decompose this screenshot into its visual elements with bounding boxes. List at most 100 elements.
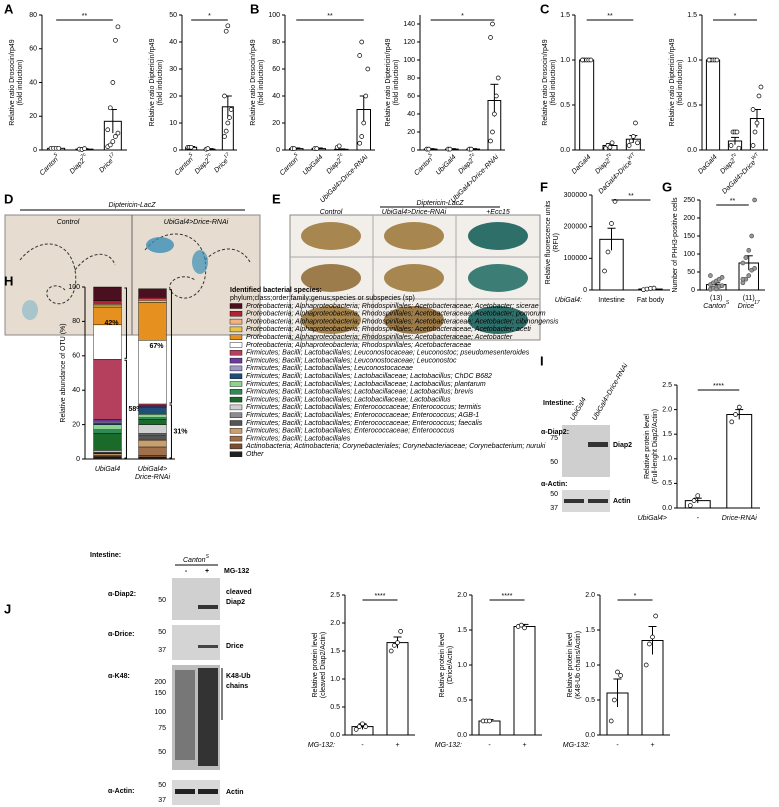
x-tick-label: Diap27c — [455, 152, 479, 176]
category: UbiGal4 — [302, 154, 325, 177]
label: 150 — [154, 690, 166, 697]
significance: **** — [713, 383, 724, 390]
label: 50 — [158, 629, 166, 636]
y-axis-label: Relative protein level — [439, 632, 446, 697]
significance: **** — [502, 593, 513, 600]
x-tick-label: Drice17 — [211, 152, 233, 174]
data-point — [750, 107, 756, 112]
data-point — [729, 419, 735, 425]
x-prefix: MG-132: — [308, 742, 335, 749]
y-tick-label: 50 — [169, 12, 177, 19]
significance: * — [208, 13, 211, 20]
legend-swatch — [229, 443, 243, 450]
y-tick-label: 0.5 — [560, 102, 570, 109]
legend-swatch — [229, 435, 243, 442]
category: - — [488, 742, 491, 749]
stack-segment — [138, 403, 167, 406]
y-tick-label: 0.5 — [330, 704, 340, 711]
data-point — [488, 35, 493, 40]
legend-swatch — [229, 357, 243, 364]
stack-segment — [93, 304, 122, 307]
data-point — [650, 634, 655, 640]
genotype-sup: S — [206, 554, 210, 560]
legend-swatch — [229, 318, 243, 325]
label: chains — [226, 683, 248, 690]
label: 100 — [154, 709, 166, 716]
x-tick-label: CantonS — [277, 152, 303, 178]
label: - — [185, 568, 188, 575]
x-prefix: UbiGal4> — [638, 515, 667, 522]
legend-label: Firmicutes; Bacilli; Lactobacillales; Le… — [246, 365, 413, 372]
x-tick-label: UbiGal4> — [138, 466, 167, 473]
category: Drice-RNAi — [722, 515, 757, 522]
data-point — [752, 197, 757, 203]
category: UbiGal4>Drice-RNAi — [319, 153, 370, 204]
y-tick-label: 2.0 — [457, 592, 467, 599]
data-point — [719, 275, 725, 280]
label: Actin — [226, 789, 244, 796]
y-tick-label: 150 — [683, 233, 695, 240]
y-tick-label: 0 — [76, 456, 80, 463]
x-tick-label: UbiGal4 — [302, 154, 325, 177]
y-tick-label: 300000 — [564, 192, 587, 199]
data-point — [392, 643, 397, 648]
data-point — [113, 37, 118, 43]
data-point — [398, 629, 403, 634]
y-axis-label: Relative ratio Drosocin/rp49 — [542, 39, 549, 125]
y-tick-label: 0.0 — [687, 147, 697, 154]
category: - — [616, 742, 619, 749]
y-axis-label: Relative ratio Diptericin/rp49 — [385, 38, 392, 126]
y-tick-label: 20 — [169, 93, 177, 100]
genotype-name: Canton — [183, 557, 206, 564]
data-point — [746, 248, 752, 253]
y-tick-label: 0.0 — [330, 732, 340, 739]
legend-swatch — [229, 404, 243, 411]
legend-subheader: phylum;class;order;family;genus;species … — [230, 295, 415, 302]
panel-letter: G — [662, 179, 672, 194]
y-tick-label: 0.5 — [457, 697, 467, 704]
category: Diap2 — [69, 157, 87, 175]
data-point — [758, 84, 764, 90]
stack-segment — [138, 414, 167, 418]
label: 37 — [158, 797, 166, 804]
stack-segment — [138, 446, 167, 456]
panel-letter: D — [4, 191, 13, 206]
data-point — [291, 146, 297, 151]
category-sup: S — [188, 152, 195, 159]
label: α-Drice: — [108, 631, 134, 638]
y-tick-label: 60 — [272, 66, 280, 73]
stack-segment — [138, 455, 167, 458]
label: Intestine: — [90, 552, 121, 559]
label: 37 — [550, 505, 558, 512]
y-tick-label: 200 — [683, 215, 695, 222]
data-point — [336, 143, 342, 149]
annotation: 67% — [149, 343, 164, 350]
stack-segment — [138, 300, 167, 303]
stack-segment — [93, 450, 122, 453]
label: Control — [57, 219, 80, 226]
panel-letter: A — [4, 1, 14, 16]
x-tick-label: UbiGal4>Drice-RNAi — [319, 153, 370, 204]
data-point — [314, 146, 320, 151]
y-tick-label: 30 — [169, 66, 177, 73]
legend-swatch — [229, 350, 243, 356]
legend-label: Proteobacteria; Alphaproteobacteria; Rho… — [246, 326, 531, 333]
label: α-Actin: — [541, 481, 567, 488]
data-point — [752, 129, 758, 135]
data-point — [646, 641, 652, 647]
label: Diap2 — [613, 442, 632, 449]
category-sup: S — [726, 300, 730, 306]
data-point — [743, 255, 749, 260]
x-tick-label: CantonS — [37, 152, 63, 178]
y-axis-label: Relative ratio Drosocin/rp49 — [250, 39, 257, 125]
panel-letter: J — [4, 601, 11, 616]
data-point — [756, 93, 762, 99]
data-point — [363, 93, 369, 99]
legend-label: Firmicutes; Bacilli; Lactobacillales; La… — [246, 381, 486, 388]
category: + — [395, 742, 399, 749]
stack-segment — [93, 305, 122, 308]
label: 50 — [158, 782, 166, 789]
y-tick-label: 0.0 — [560, 147, 570, 154]
data-point — [740, 276, 746, 282]
panel-i-blot — [562, 425, 610, 512]
